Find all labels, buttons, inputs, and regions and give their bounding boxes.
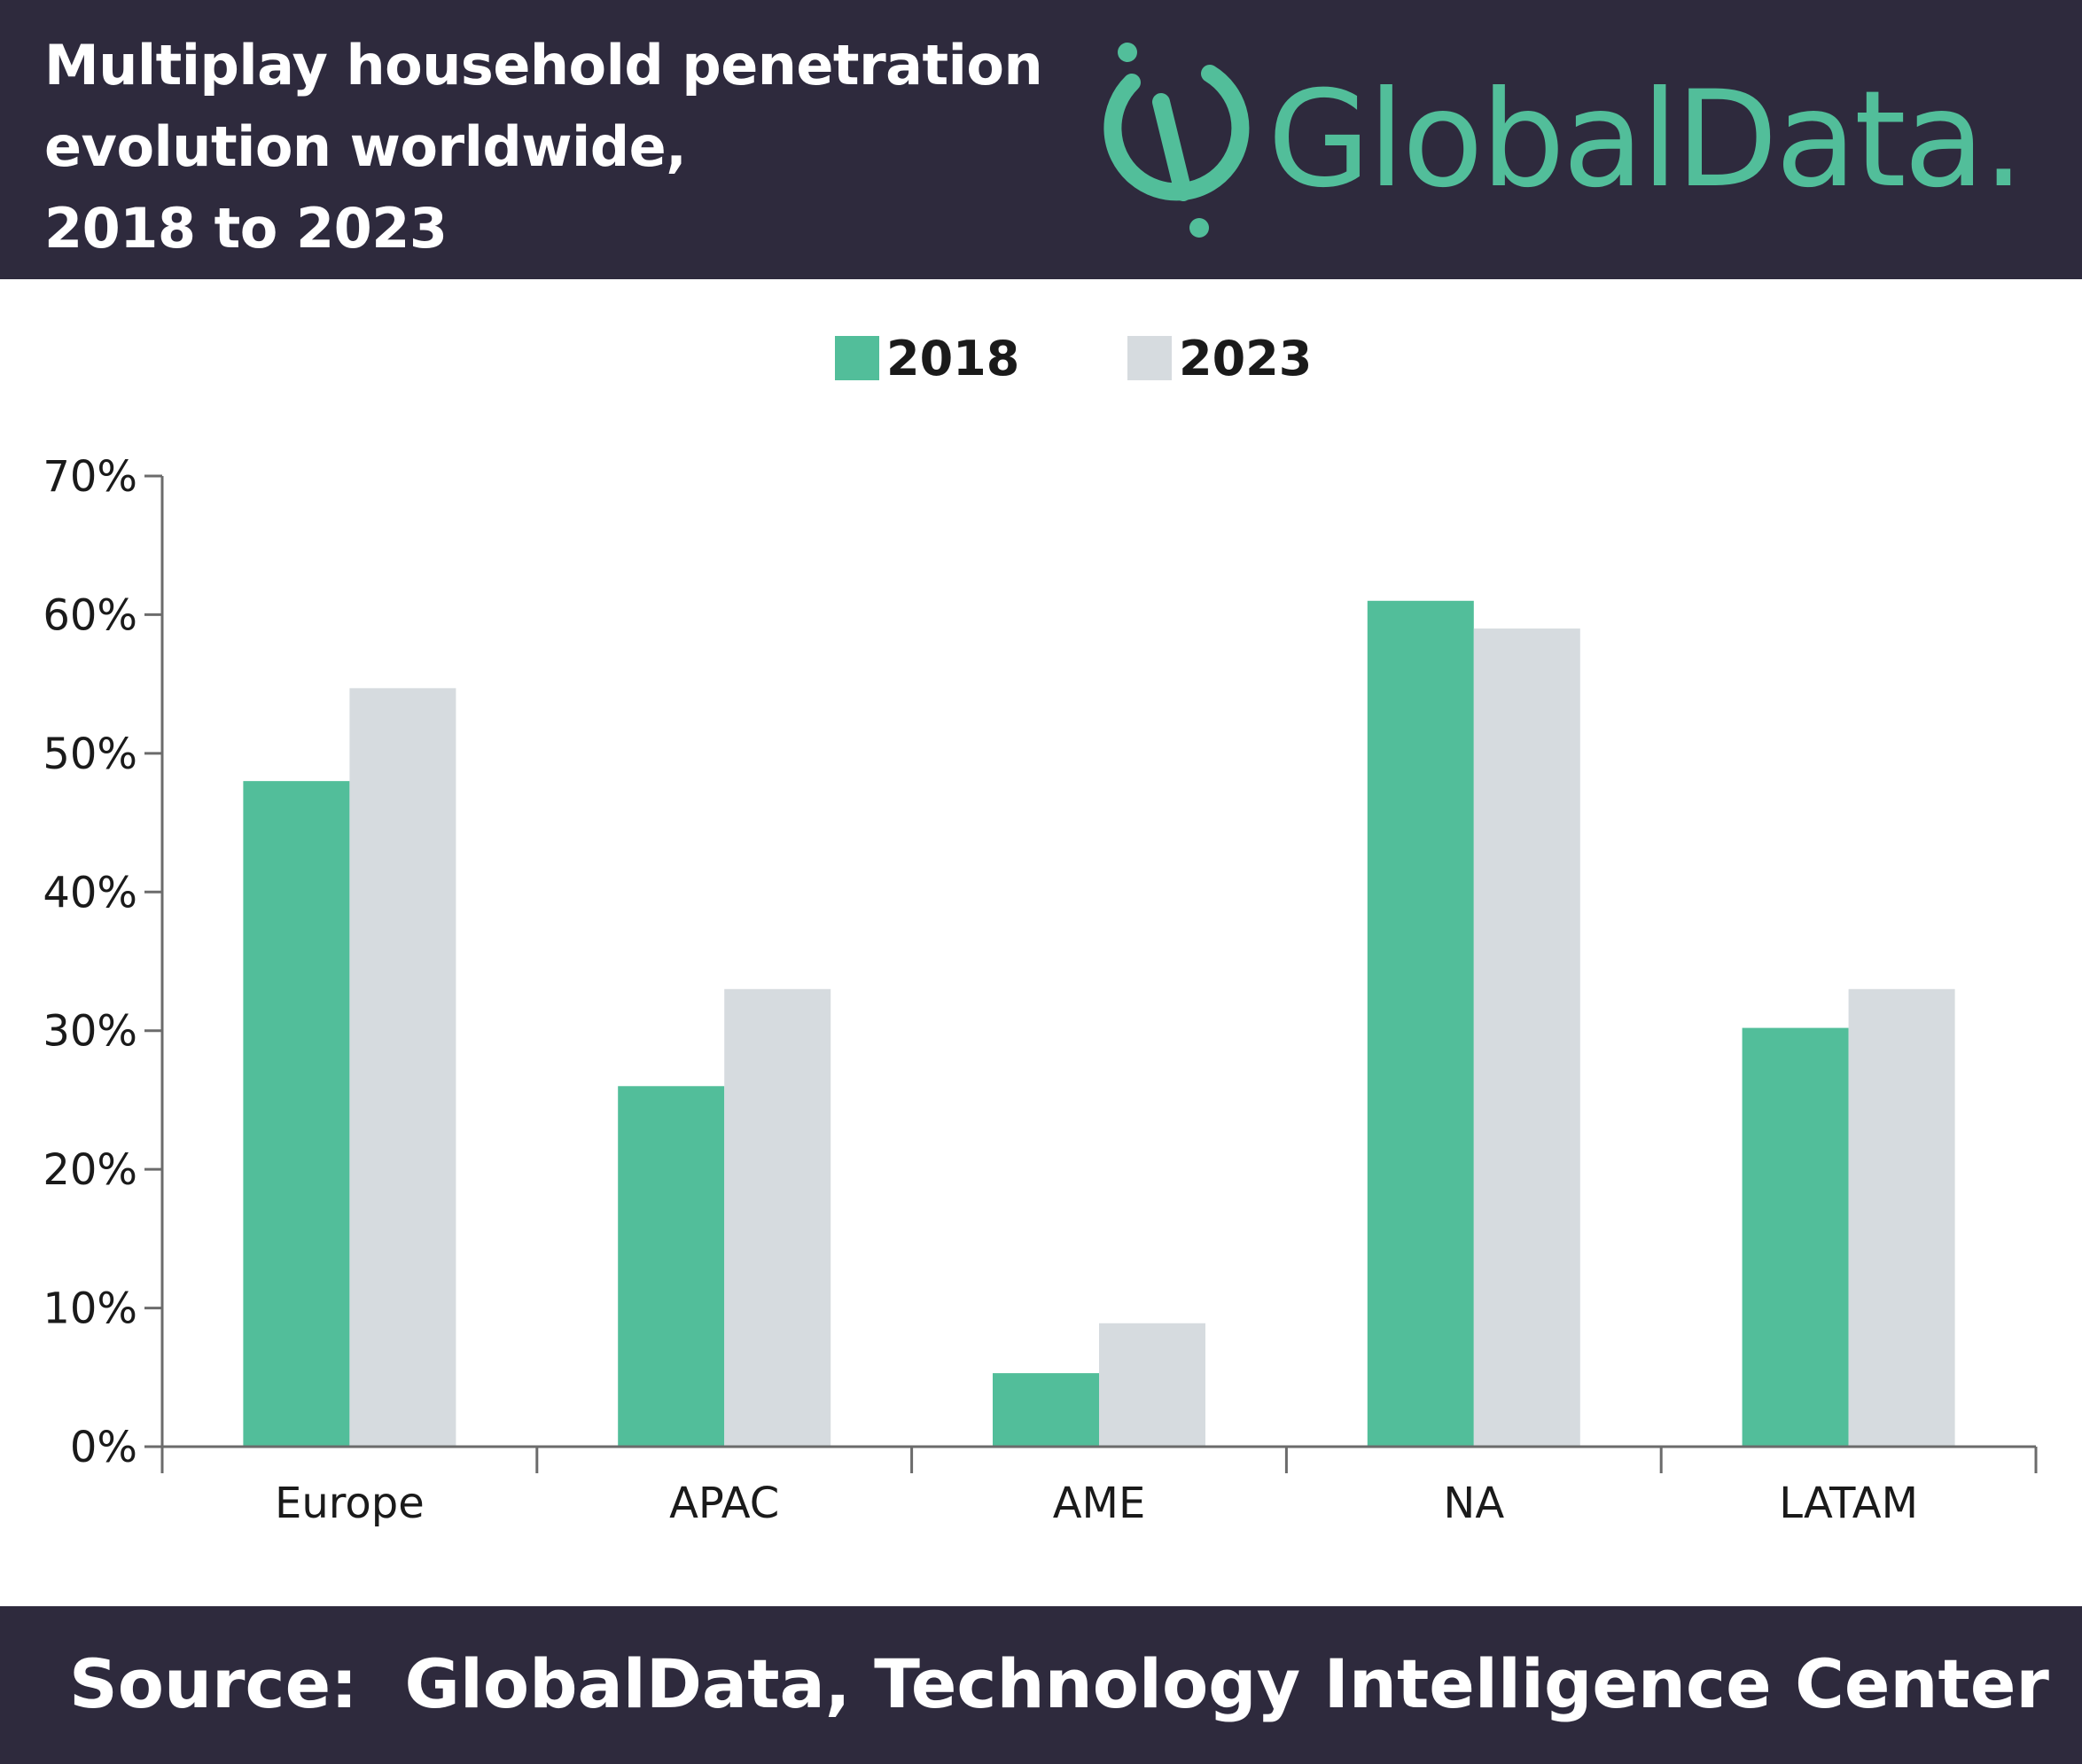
chart-title-line: 2018 to 2023 [44,196,448,261]
bar-chart: 0% 10% 20% 30% 40% 50% 60% 70% Europe APAC AME NA LA… [43,452,2038,1528]
legend-swatch-2023 [1127,336,1172,380]
x-tick-label: Europe [275,1479,425,1528]
chart-legend: 2018 2023 [0,330,2082,386]
globaldata-logo-icon [1103,43,1250,238]
y-tick-label: 40% [43,868,137,917]
bar-2023-europe [349,688,456,1447]
y-tick-label: 20% [43,1145,137,1195]
legend-label: 2018 [886,330,1020,386]
bar-2018-apac [618,1086,725,1447]
y-tick-label: 0% [70,1423,137,1472]
bar-2023-na [1473,628,1580,1447]
y-tick-label: 30% [43,1007,137,1057]
legend-swatch-2018 [835,336,879,380]
chart-title-line: evolution worldwide, [44,114,687,179]
bar-2018-latam [1742,1027,1849,1447]
y-tick-label: 50% [43,730,137,779]
chart-title: Multiplay household penetration evolutio… [44,25,1090,269]
x-tick-label: AME [1053,1479,1146,1528]
legend-item-2023: 2023 [1127,330,1313,386]
source-note: Source: GlobalData, Technology Intellige… [69,1644,2049,1723]
bar-2018-na [1367,600,1474,1447]
globaldata-logo: GlobalData. [1077,40,2061,239]
chart-header: Multiplay household penetration evolutio… [0,0,2082,279]
legend-label: 2023 [1179,330,1313,386]
globaldata-logo-text: GlobalData. [1267,63,2024,217]
bar-2023-ame [1099,1323,1205,1447]
chart-title-line: Multiplay household penetration [44,33,1043,98]
legend-item-2018: 2018 [835,330,1020,386]
chart-footer: Source: GlobalData, Technology Intellige… [0,1606,2082,1764]
y-tick-label: 70% [43,452,137,502]
bar-2023-apac [724,988,831,1447]
bar-2018-ame [993,1373,1099,1447]
x-tick-label: LATAM [1779,1479,1918,1528]
y-tick-label: 60% [43,590,137,640]
bar-2023-latam [1848,988,1955,1447]
x-tick-label: NA [1443,1479,1504,1528]
x-tick-label: APAC [669,1479,779,1528]
y-tick-label: 10% [43,1284,137,1334]
bar-2018-europe [243,781,350,1447]
